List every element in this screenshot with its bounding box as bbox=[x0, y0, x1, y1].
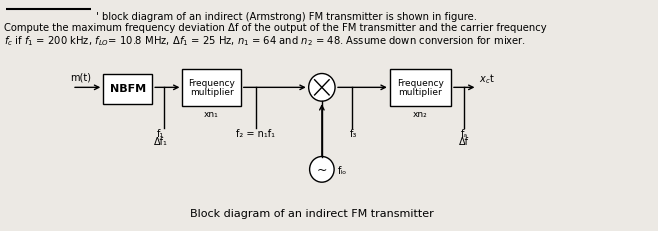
Text: xn₁: xn₁ bbox=[204, 110, 219, 119]
Text: f₃: f₃ bbox=[350, 129, 357, 139]
Text: f₁: f₁ bbox=[157, 129, 164, 139]
Text: ~: ~ bbox=[316, 164, 327, 177]
Text: xn₂: xn₂ bbox=[413, 110, 428, 119]
Text: $x_c$t: $x_c$t bbox=[479, 73, 495, 86]
Text: Δf: Δf bbox=[459, 137, 469, 147]
Text: NBFM: NBFM bbox=[110, 84, 146, 94]
Text: ' block diagram of an indirect (Armstrong) FM transmitter is shown in figure.: ' block diagram of an indirect (Armstron… bbox=[95, 12, 476, 22]
Text: fₐ: fₐ bbox=[461, 129, 468, 139]
Bar bbox=[390, 69, 451, 106]
Text: m(t): m(t) bbox=[70, 72, 91, 82]
Text: fₗₒ: fₗₒ bbox=[338, 166, 347, 176]
Text: Compute the maximum frequency deviation Δf of the output of the FM transmitter a: Compute the maximum frequency deviation … bbox=[4, 23, 547, 33]
Text: f₂ = n₁f₁: f₂ = n₁f₁ bbox=[236, 129, 276, 139]
Circle shape bbox=[310, 156, 334, 182]
Text: multiplier: multiplier bbox=[190, 88, 234, 97]
Text: Frequency: Frequency bbox=[397, 79, 443, 88]
Circle shape bbox=[309, 73, 335, 101]
Text: Frequency: Frequency bbox=[188, 79, 235, 88]
Text: $f_c$ if $f_1$ = 200 kHz, $f_{LO}$= 10.8 MHz, $\Delta f_1$ = 25 Hz, $n_1$ = 64 a: $f_c$ if $f_1$ = 200 kHz, $f_{LO}$= 10.8… bbox=[4, 34, 526, 48]
Text: Block diagram of an indirect FM transmitter: Block diagram of an indirect FM transmit… bbox=[190, 209, 434, 219]
Text: Δf₁: Δf₁ bbox=[154, 137, 168, 147]
Text: multiplier: multiplier bbox=[399, 88, 442, 97]
Bar bbox=[182, 69, 241, 106]
Bar bbox=[103, 75, 152, 104]
